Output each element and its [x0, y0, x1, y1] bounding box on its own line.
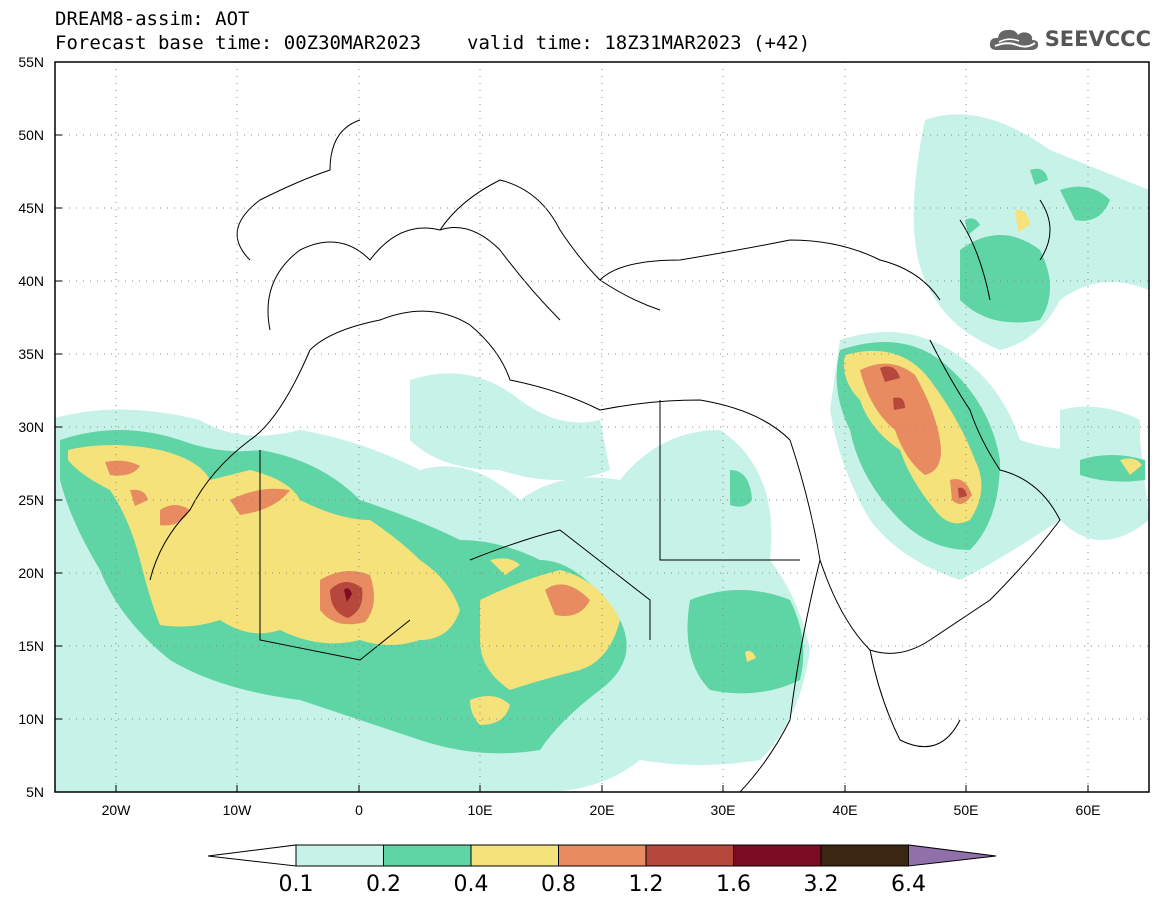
colorbar-label: 3.2 [803, 872, 839, 897]
colorbar-label: 1.2 [628, 872, 664, 897]
aot-band-1.6 [344, 588, 352, 602]
lat-label: 45N [18, 200, 44, 216]
colorbar-above [908, 844, 997, 867]
lon-label: 10E [467, 802, 493, 818]
lat-label: 10N [18, 711, 44, 727]
colorbar-bin-4 [645, 844, 734, 867]
lon-label: 10W [222, 802, 252, 818]
colorbar-bin-5 [733, 844, 822, 867]
colorbar-label: 0.4 [453, 872, 489, 897]
lon-label: 60E [1075, 802, 1101, 818]
colorbar-label: 1.6 [716, 872, 751, 897]
axis-ticks [55, 61, 1089, 793]
aot-field [55, 114, 1149, 792]
colorbar-bin-1 [383, 844, 472, 867]
lon-label: 40E [832, 802, 858, 818]
lat-label: 30N [18, 419, 44, 435]
forecast-times: Forecast base time: 00Z30MAR2023 valid ti… [55, 32, 810, 54]
lon-label: 0 [355, 802, 363, 818]
lon-label: 20E [589, 802, 615, 818]
logo-text: SEEVCCC [1044, 27, 1151, 51]
base-time: Forecast base time: 00Z30MAR2023 [55, 32, 422, 54]
colorbar-label: 0.8 [541, 872, 576, 897]
lat-label: 55N [18, 54, 44, 70]
lat-label: 25N [18, 492, 44, 508]
valid-time: valid time: 18Z31MAR2023 (+42) [467, 32, 811, 54]
colorbar-bin-2 [470, 844, 559, 867]
colorbar-label: 6.4 [891, 872, 926, 897]
cloud-icon [989, 29, 1038, 50]
colorbar-label: 0.2 [366, 872, 401, 897]
colorbar-below [207, 844, 297, 867]
colorbar-bin-0 [295, 844, 384, 867]
map-title: DREAM8-assim: AOT [55, 8, 250, 30]
lat-label: 35N [18, 346, 44, 362]
lon-label: 20W [101, 802, 131, 818]
seevccc-logo: SEEVCCC [987, 24, 1151, 54]
lat-label: 5N [26, 784, 44, 800]
lon-label: 30E [710, 802, 736, 818]
lat-label: 40N [18, 273, 44, 289]
lat-label: 50N [18, 127, 44, 143]
aot-band-1.2 [330, 366, 967, 618]
lat-label: 20N [18, 565, 44, 581]
graticule [55, 62, 1149, 792]
colorbar [207, 844, 997, 867]
colorbar-bin-3 [558, 844, 647, 867]
coastlines [149, 119, 1061, 792]
colorbar-bin-6 [820, 844, 909, 867]
lon-label: 50E [953, 802, 979, 818]
colorbar-label: 0.1 [278, 872, 314, 897]
lat-label: 15N [18, 638, 44, 654]
